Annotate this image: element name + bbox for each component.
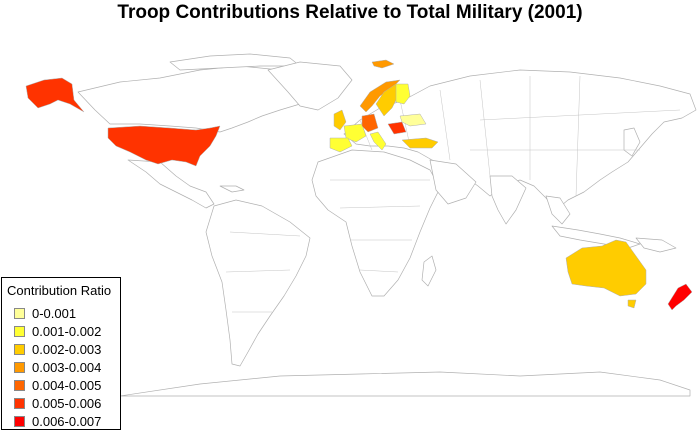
antarctica	[119, 371, 691, 397]
region-tasmania	[627, 299, 637, 309]
legend-swatch	[14, 326, 25, 337]
region-finland	[395, 83, 411, 105]
japan	[623, 127, 641, 157]
legend-swatch	[14, 308, 25, 319]
legend-label: 0.004-0.005	[32, 378, 102, 393]
region-svalbard	[371, 59, 395, 69]
region-ukraine	[399, 113, 427, 127]
region-italy	[369, 131, 387, 151]
legend-swatch	[14, 362, 25, 373]
region-usa	[107, 125, 221, 167]
southeast-asia	[545, 195, 571, 225]
legend-title: Contribution Ratio	[7, 283, 112, 298]
legend-swatch	[14, 344, 25, 355]
new-guinea	[635, 237, 677, 253]
madagascar	[421, 255, 437, 287]
caribbean	[219, 185, 245, 193]
legend-swatch	[14, 380, 25, 391]
mexico	[127, 159, 215, 209]
region-france	[343, 123, 367, 143]
region-alaska	[25, 77, 85, 113]
region-romania	[387, 121, 407, 135]
legend-swatch	[14, 416, 25, 427]
legend-label: 0.002-0.003	[32, 342, 102, 357]
legend-label: 0.001-0.002	[32, 324, 102, 339]
region-uk	[333, 109, 347, 131]
greenland	[267, 61, 353, 111]
map-title: Troop Contributions Relative to Total Mi…	[117, 2, 583, 23]
region-germany	[361, 113, 379, 133]
arabia	[429, 159, 477, 205]
region-new-zealand	[667, 283, 693, 311]
legend-label: 0-0.001	[32, 306, 77, 321]
legend-swatch	[14, 398, 25, 409]
legend-label: 0.006-0.007	[32, 414, 102, 429]
africa	[311, 149, 441, 297]
region-australia	[565, 239, 647, 297]
region-spain	[329, 137, 353, 153]
india	[489, 175, 527, 225]
map-legend: Contribution Ratio 0-0.001 0.001-0.002 0…	[1, 277, 121, 430]
south-america	[205, 199, 311, 367]
legend-label: 0.003-0.004	[32, 360, 102, 375]
legend-label: 0.005-0.006	[32, 396, 102, 411]
region-turkey	[401, 137, 439, 149]
